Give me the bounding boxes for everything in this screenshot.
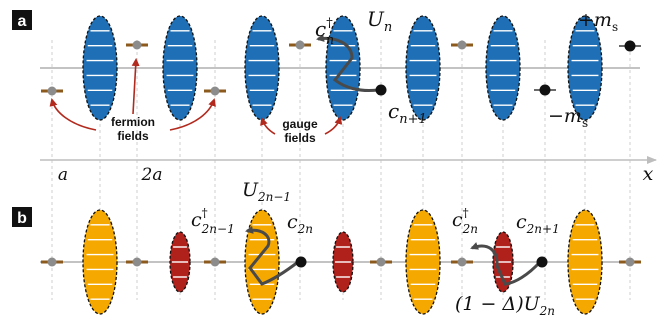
c-2n: c2n [287,211,313,236]
one-minus-delta-u-2n: (1 − Δ)U2n [455,293,555,318]
panel-a: a c† n Un cn+1 +ms −ms fermion fields gaug… [12,7,657,185]
minus-m-s: −ms [548,105,588,130]
tick-a: a [58,165,68,185]
fermion-site [619,257,641,267]
fermion-site [126,257,148,267]
x-axis-label: x [643,163,654,185]
u-2n-minus-1: U2n−1 [242,179,291,204]
fermion-site [41,86,63,96]
tick-2a: 2a [141,165,163,185]
panel-b-label: b [17,210,27,227]
fermion-site [289,40,311,50]
site-c2n [295,256,307,268]
c-dagger-n: c† n [315,16,334,48]
c-dagger-2n: c† 2n [452,206,478,236]
gauge-fields-b [82,209,603,315]
gauge-field-blue [567,15,603,121]
u-n-label: Un [367,7,392,35]
fermion-site [204,257,226,267]
gauge-field-blue [82,15,118,121]
panel-b-label-box [12,207,32,227]
gauge-field-red [332,231,354,293]
plus-m-s: +ms [578,9,618,34]
fermion-site [126,40,148,50]
fermion-site [204,86,226,96]
hopping-arrow-a [316,34,379,92]
annotation-arrows [49,58,343,135]
c-n-plus-1: cn+1 [388,99,427,127]
panel-b: b U2n−1 c† 2n−1 c2n c† 2n c2n+1 (1 − Δ)U2n [12,179,641,318]
site-c2n-plus-1 [536,256,548,268]
fermion-fields-b [41,257,641,267]
panel-a-label: a [18,13,27,30]
fermion-site-dark [375,84,387,96]
fermion-site [451,257,473,267]
mass-site-minus [534,84,556,96]
gauge-fields-label: gauge fields [282,117,318,145]
fermion-site [451,40,473,50]
gauge-field-orange [567,209,603,315]
gauge-field-blue [405,15,441,121]
gauge-field-blue [162,15,198,121]
fermion-fields-label: fermion fields [111,115,155,143]
hopping-arrow-b-left [245,225,299,286]
gauge-field-blue [244,15,280,121]
hopping-arrow-b-right [470,242,542,286]
fermion-site [370,257,392,267]
panel-a-label-box [12,10,32,30]
fermion-site [41,257,63,267]
c-dagger-2n-minus-1: c† 2n−1 [191,206,235,236]
gauge-field-orange [82,209,118,315]
fermion-fields-a [41,40,473,96]
gauge-field-orange [244,209,280,315]
gauge-field-blue [485,15,521,121]
c-2n-plus-1: c2n+1 [516,211,560,236]
gauge-field-orange [405,209,441,315]
mass-site-plus [619,40,641,52]
gauge-field-red [169,231,191,293]
gauge-fields-a [82,15,603,121]
